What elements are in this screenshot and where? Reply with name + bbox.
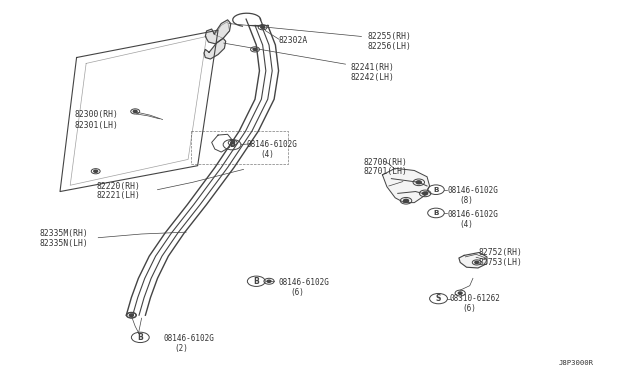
Text: 82256(LH): 82256(LH) <box>368 42 412 51</box>
Text: 08146-6102G: 08146-6102G <box>278 278 330 287</box>
Circle shape <box>267 280 271 282</box>
Circle shape <box>231 142 235 144</box>
Text: J8P3000R: J8P3000R <box>559 360 594 366</box>
Circle shape <box>133 110 137 112</box>
Text: (2): (2) <box>175 344 189 353</box>
Text: (8): (8) <box>459 196 473 205</box>
Text: 82335N(LH): 82335N(LH) <box>40 240 88 248</box>
Circle shape <box>129 314 133 316</box>
Circle shape <box>416 181 421 184</box>
Circle shape <box>260 26 264 28</box>
Polygon shape <box>205 20 231 44</box>
Text: 82220(RH): 82220(RH) <box>97 182 141 190</box>
Text: B: B <box>253 277 259 286</box>
Polygon shape <box>459 253 487 268</box>
Polygon shape <box>383 168 429 203</box>
Text: (6): (6) <box>290 288 304 297</box>
Text: 82241(RH): 82241(RH) <box>351 63 394 72</box>
Circle shape <box>422 192 428 195</box>
Circle shape <box>458 292 462 294</box>
Text: B: B <box>433 210 439 216</box>
Text: B: B <box>433 187 439 193</box>
Circle shape <box>253 48 257 51</box>
Text: 08146-6102G: 08146-6102G <box>164 334 215 343</box>
Text: 82242(LH): 82242(LH) <box>351 73 394 82</box>
Text: 82300(RH): 82300(RH) <box>75 109 118 119</box>
Text: 82221(LH): 82221(LH) <box>97 192 141 201</box>
Circle shape <box>129 314 133 316</box>
Text: 82301(LH): 82301(LH) <box>75 121 118 129</box>
Text: B: B <box>138 333 143 342</box>
Circle shape <box>403 199 408 202</box>
Text: (4): (4) <box>260 150 274 159</box>
Text: (4): (4) <box>459 219 473 228</box>
Text: 82302A: 82302A <box>278 36 308 45</box>
Text: 82335M(RH): 82335M(RH) <box>40 230 88 238</box>
Text: (6): (6) <box>463 304 477 313</box>
Text: 82700(RH): 82700(RH) <box>364 157 407 167</box>
Circle shape <box>94 170 98 172</box>
Text: S: S <box>436 294 441 303</box>
Text: 08146-6102G: 08146-6102G <box>246 140 297 149</box>
Text: 82753(LH): 82753(LH) <box>478 258 522 267</box>
Text: 82752(RH): 82752(RH) <box>478 248 522 257</box>
Text: 82701(LH): 82701(LH) <box>364 167 407 176</box>
Text: 08146-6102G: 08146-6102G <box>447 186 499 195</box>
Text: 82255(RH): 82255(RH) <box>368 32 412 41</box>
Text: 08146-6102G: 08146-6102G <box>447 209 499 219</box>
Text: B: B <box>229 140 235 149</box>
Circle shape <box>475 261 479 263</box>
Polygon shape <box>204 38 226 59</box>
Text: 08310-61262: 08310-61262 <box>449 294 500 303</box>
